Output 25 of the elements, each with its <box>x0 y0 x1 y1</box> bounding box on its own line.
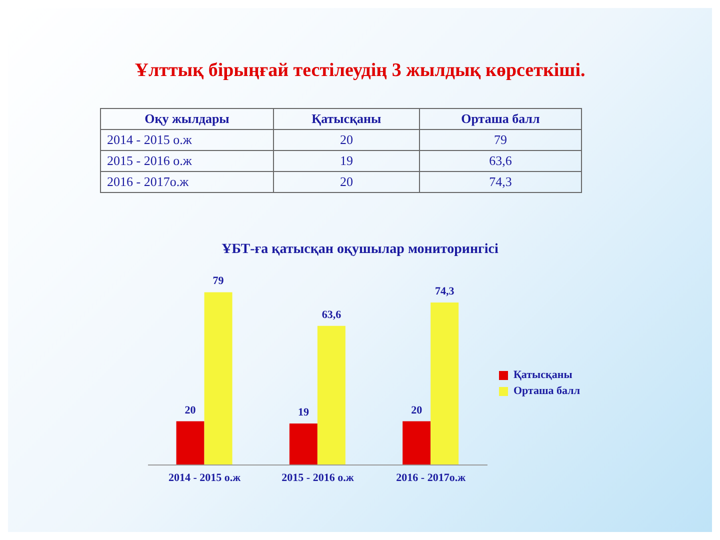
data-label: 79 <box>212 275 224 288</box>
category-label: 2016 - 2017о.ж <box>107 174 189 189</box>
text: 20 <box>340 132 353 147</box>
text: 79 <box>494 132 507 147</box>
text: 20 <box>340 174 353 189</box>
category-label: 2015 - 2016 о.ж <box>107 153 192 168</box>
data-label: 74,3 <box>434 285 455 298</box>
x-tick-label: 2016 - 2017о.ж <box>396 472 466 484</box>
text: 74,3 <box>489 174 512 189</box>
legend-label: Қатысқаны <box>513 369 572 381</box>
text: Оқу жылдары <box>100 108 274 130</box>
x-tick-label: 2014 - 2015 о.ж <box>168 472 241 484</box>
category-label: 2014 - 2015 о.ж <box>107 132 192 147</box>
text: Орташа балл <box>461 111 540 126</box>
data-label: 20 <box>184 404 196 416</box>
data-label: 63,6 <box>322 308 342 321</box>
text: 19 <box>340 153 353 168</box>
text: Қатысқаны <box>312 111 382 126</box>
chart-subtitle: ҰБТ-ға қатысқан оқушылар мониторингісі <box>220 242 500 258</box>
x-tick-label: 2015 - 2016 о.ж <box>282 472 354 484</box>
data-label: 19 <box>298 406 310 418</box>
data-label: 20 <box>411 404 423 416</box>
legend-label: Орташа балл <box>513 385 580 397</box>
text: 63,6 <box>489 153 512 168</box>
chart-title: Ұлттық бірыңғай тестілеудің 3 жылдық көрсеткіші. <box>134 60 586 82</box>
